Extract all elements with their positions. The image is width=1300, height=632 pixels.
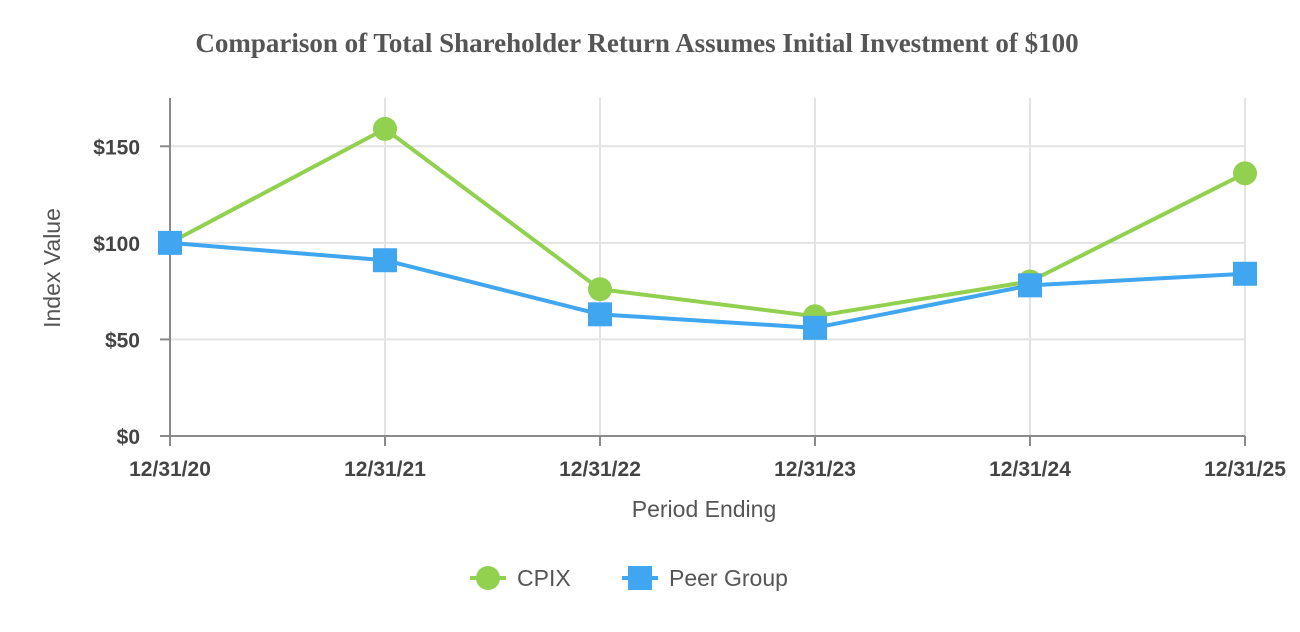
data-point — [588, 302, 612, 327]
x-tick-label: 12/31/24 — [989, 458, 1071, 481]
y-tick-label: $50 — [105, 329, 140, 352]
series-cpix — [158, 116, 1257, 329]
data-point — [1233, 161, 1257, 186]
legend-item-peer-group: Peer Group — [622, 565, 788, 591]
grid — [170, 98, 1246, 436]
legend-marker — [476, 566, 500, 590]
x-tick-label: 12/31/20 — [129, 458, 211, 481]
data-point — [1233, 261, 1257, 286]
data-point — [588, 277, 612, 302]
x-axis-label: Period Ending — [632, 496, 777, 522]
chart-title: Comparison of Total Shareholder Return A… — [195, 28, 1078, 58]
x-tick-label: 12/31/21 — [344, 458, 426, 481]
series-line — [169, 126, 1246, 319]
data-point — [158, 230, 182, 255]
legend-label: Peer Group — [669, 565, 788, 591]
series-line — [169, 240, 1246, 330]
data-point — [803, 315, 827, 340]
axes: $0 $50 $100 $150 12/31/20 12/31/21 12/31/22 12/… — [93, 98, 1286, 481]
x-tick-label: 12/31/22 — [559, 458, 641, 481]
legend: CPIX Peer Group — [470, 565, 788, 591]
legend-label: CPIX — [517, 565, 571, 591]
y-tick-label: $0 — [117, 426, 140, 449]
legend-item-cpix: CPIX — [470, 565, 571, 591]
y-axis-label: Index Value — [39, 208, 65, 328]
y-tick-label: $150 — [93, 136, 140, 159]
data-point — [1018, 273, 1042, 298]
x-tick-label: 12/31/25 — [1204, 458, 1286, 481]
y-tick-label: $100 — [93, 233, 140, 256]
series-layer — [158, 116, 1257, 340]
legend-marker — [628, 566, 652, 590]
data-point — [373, 116, 397, 141]
data-point — [373, 248, 397, 273]
x-tick-label: 12/31/23 — [774, 458, 856, 481]
series-peer-group — [158, 230, 1257, 340]
